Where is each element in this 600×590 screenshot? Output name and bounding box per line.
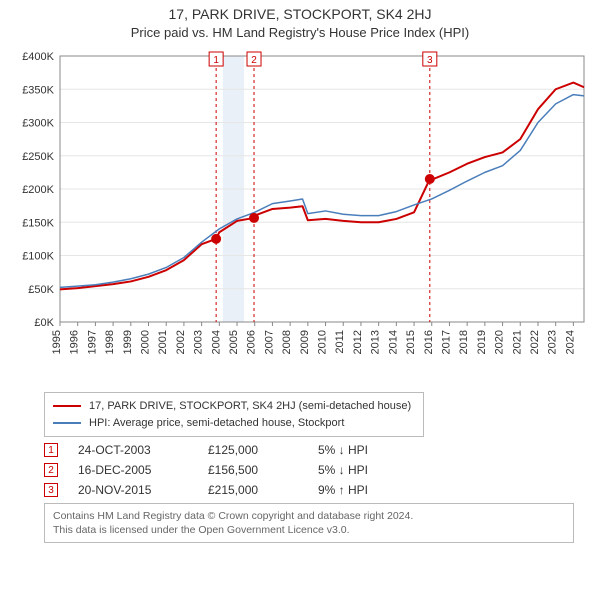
svg-text:1998: 1998 [104, 330, 116, 354]
svg-text:2009: 2009 [299, 330, 311, 354]
event-price: £156,500 [208, 463, 318, 477]
svg-text:2006: 2006 [246, 330, 258, 354]
svg-text:2024: 2024 [564, 330, 576, 354]
svg-text:£150K: £150K [22, 217, 54, 229]
svg-text:1997: 1997 [86, 330, 98, 354]
svg-text:2011: 2011 [334, 330, 346, 354]
footer-box: Contains HM Land Registry data © Crown c… [44, 503, 574, 543]
svg-text:2010: 2010 [317, 330, 329, 354]
event-date: 24-OCT-2003 [78, 443, 208, 457]
legend-item: 17, PARK DRIVE, STOCKPORT, SK4 2HJ (semi… [53, 398, 415, 415]
footer-line1: Contains HM Land Registry data © Crown c… [53, 509, 565, 523]
event-date: 16-DEC-2005 [78, 463, 208, 477]
event-badge: 3 [44, 483, 58, 497]
legend-swatch [53, 422, 81, 424]
svg-text:2013: 2013 [370, 330, 382, 354]
svg-text:2004: 2004 [210, 330, 222, 354]
chart-container: 17, PARK DRIVE, STOCKPORT, SK4 2HJ Price… [0, 0, 600, 549]
svg-text:£350K: £350K [22, 84, 54, 96]
svg-text:2008: 2008 [281, 330, 293, 354]
svg-text:£100K: £100K [22, 251, 54, 263]
svg-text:2002: 2002 [175, 330, 187, 354]
chart-title: 17, PARK DRIVE, STOCKPORT, SK4 2HJ [10, 6, 590, 22]
chart-subtitle: Price paid vs. HM Land Registry's House … [10, 25, 590, 40]
svg-text:2017: 2017 [440, 330, 452, 354]
legend-label: HPI: Average price, semi-detached house,… [89, 415, 344, 432]
event-hpi: 5% ↓ HPI [318, 463, 428, 477]
event-row: 3 20-NOV-2015£215,0009% ↑ HPI [44, 483, 590, 497]
svg-text:2012: 2012 [352, 330, 364, 354]
svg-text:£400K: £400K [22, 51, 54, 63]
svg-text:2016: 2016 [423, 330, 435, 354]
svg-text:1999: 1999 [122, 330, 134, 354]
event-row: 1 24-OCT-2003£125,0005% ↓ HPI [44, 443, 590, 457]
footer-line2: This data is licensed under the Open Gov… [53, 523, 565, 537]
svg-text:2023: 2023 [547, 330, 559, 354]
svg-text:£250K: £250K [22, 151, 54, 163]
svg-text:2007: 2007 [263, 330, 275, 354]
event-price: £215,000 [208, 483, 318, 497]
svg-text:2003: 2003 [193, 330, 205, 354]
event-row: 2 16-DEC-2005£156,5005% ↓ HPI [44, 463, 590, 477]
svg-text:2014: 2014 [387, 330, 399, 354]
svg-text:2001: 2001 [157, 330, 169, 354]
legend-box: 17, PARK DRIVE, STOCKPORT, SK4 2HJ (semi… [44, 392, 424, 437]
svg-text:2015: 2015 [405, 330, 417, 354]
legend-swatch [53, 405, 81, 407]
svg-text:1995: 1995 [51, 330, 63, 354]
chart-plot: £0K £50K £100K £150K £200K £250K £300K £350K £40… [10, 46, 590, 386]
event-date: 20-NOV-2015 [78, 483, 208, 497]
events-list: 1 24-OCT-2003£125,0005% ↓ HPI 2 16-DEC-2005… [44, 443, 590, 497]
svg-text:2020: 2020 [494, 330, 506, 354]
svg-text:£50K: £50K [28, 284, 54, 296]
svg-text:£0K: £0K [34, 317, 54, 329]
event-price: £125,000 [208, 443, 318, 457]
svg-text:£200K: £200K [22, 184, 54, 196]
svg-text:1: 1 [213, 55, 219, 66]
svg-text:2000: 2000 [140, 330, 152, 354]
svg-text:1996: 1996 [69, 330, 81, 354]
svg-text:2005: 2005 [228, 330, 240, 354]
legend-label: 17, PARK DRIVE, STOCKPORT, SK4 2HJ (semi… [89, 398, 411, 415]
event-badge: 2 [44, 463, 58, 477]
svg-text:2018: 2018 [458, 330, 470, 354]
event-hpi: 9% ↑ HPI [318, 483, 428, 497]
event-hpi: 5% ↓ HPI [318, 443, 428, 457]
svg-text:2: 2 [251, 55, 257, 66]
svg-text:£300K: £300K [22, 118, 54, 130]
line-chart-svg: £0K £50K £100K £150K £200K £250K £300K £350K £40… [10, 46, 590, 386]
svg-text:2019: 2019 [476, 330, 488, 354]
svg-text:2021: 2021 [511, 330, 523, 354]
event-badge: 1 [44, 443, 58, 457]
svg-text:3: 3 [427, 55, 433, 66]
legend-item: HPI: Average price, semi-detached house,… [53, 415, 415, 432]
svg-text:2022: 2022 [529, 330, 541, 354]
